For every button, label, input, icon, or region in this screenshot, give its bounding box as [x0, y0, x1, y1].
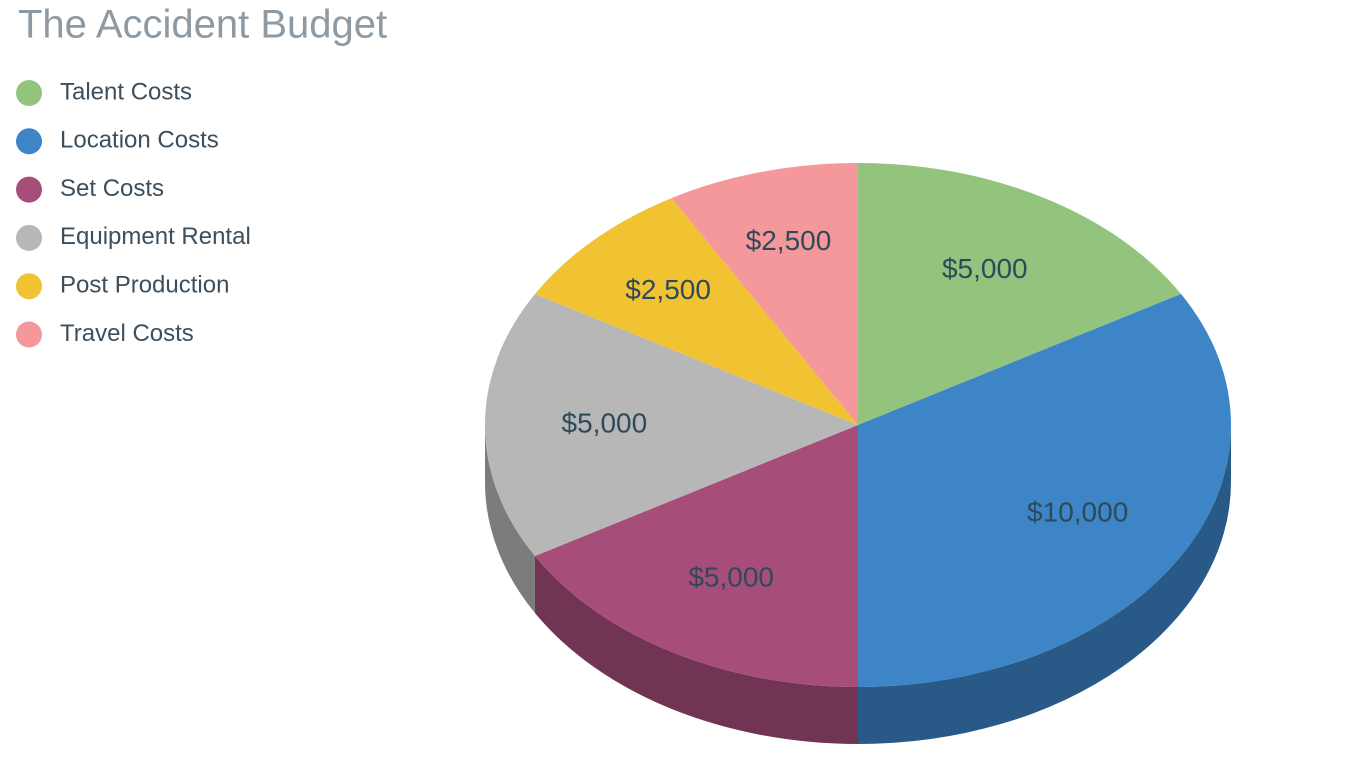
legend-marker [16, 80, 42, 106]
legend-marker [16, 128, 42, 155]
legend-marker [16, 273, 42, 300]
legend-text: Talent Costs [60, 78, 192, 105]
pie-slice [858, 163, 1182, 425]
legend-text: Equipment Rental [60, 223, 251, 250]
legend-text: Location Costs [60, 127, 219, 154]
value-label: $10,000 [1027, 496, 1128, 527]
value-label: $5,000 [942, 253, 1028, 284]
slice-side [534, 556, 858, 744]
slice-side [858, 425, 1231, 744]
legend-text: Set Costs [60, 175, 164, 202]
legend-marker [16, 321, 42, 348]
legend-text: Post Production [60, 272, 229, 299]
pie-slice [534, 198, 858, 425]
legend-text: Travel Costs [60, 320, 194, 347]
value-label: $5,000 [562, 407, 648, 438]
value-label: $5,000 [688, 562, 774, 593]
legend-marker [16, 176, 42, 203]
value-label: $2,500 [746, 225, 832, 256]
legend-marker [16, 224, 42, 251]
pie-slice [485, 294, 858, 556]
pie-slice [858, 294, 1231, 687]
pie-slice [671, 163, 858, 425]
chart-title: The Accident Budget [18, 3, 387, 47]
pie-slice [534, 425, 858, 687]
value-label: $2,500 [625, 274, 711, 305]
slice-side [485, 425, 535, 613]
